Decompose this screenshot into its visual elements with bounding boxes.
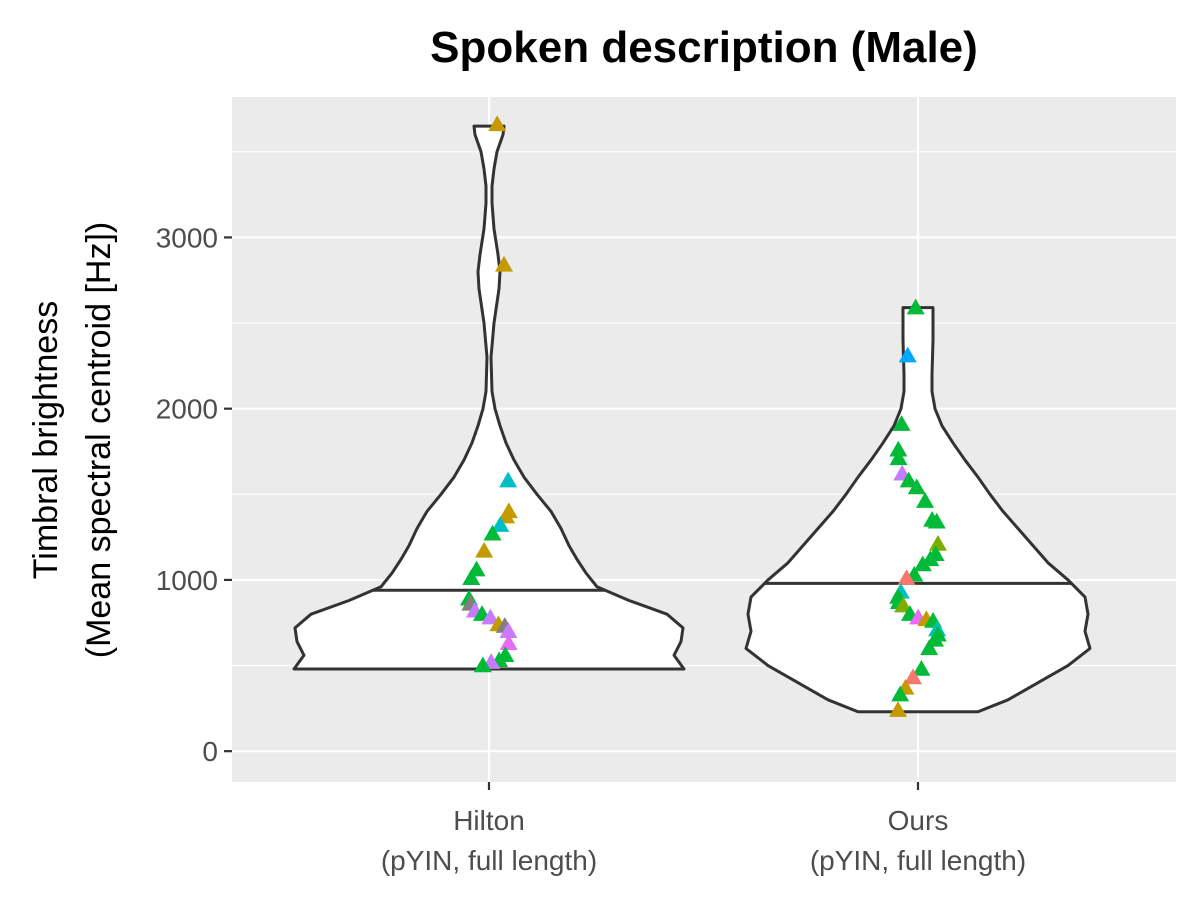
x-axis: Hilton (pYIN, full length) Ours (pYIN, full… [381, 782, 1026, 876]
data-point-hilton [475, 541, 494, 558]
data-point-ours [897, 569, 916, 585]
y-tick-label: 1000 [156, 565, 218, 596]
data-point-ours [906, 298, 925, 315]
chart-title: Spoken description (Male) [430, 23, 978, 72]
data-point-ours [907, 478, 926, 495]
y-axis: 0 1000 2000 3000 [156, 222, 232, 767]
y-axis-label-line-1: Timbral brightness [27, 301, 65, 579]
data-point-hilton [491, 516, 510, 532]
data-point-hilton [499, 634, 518, 651]
data-point-hilton [494, 255, 513, 272]
x-tick-label-hilton: (pYIN, full length) [381, 845, 597, 876]
data-point-ours [920, 639, 939, 656]
data-point-ours [916, 492, 935, 508]
data-point-ours [889, 701, 908, 717]
data-point-ours [894, 596, 913, 613]
data-point-ours [928, 534, 947, 551]
x-tick-label-ours: Ours [888, 805, 949, 836]
data-point-hilton [483, 524, 502, 541]
data-point-hilton [488, 115, 507, 132]
data-point-ours [892, 415, 911, 431]
y-tick-label: 0 [202, 736, 218, 767]
data-point-ours [889, 440, 908, 457]
violin-ours [744, 306, 1092, 714]
data-point-ours [927, 512, 946, 529]
violin-hilton [292, 124, 686, 671]
data-point-ours [903, 668, 922, 685]
y-tick-label: 2000 [156, 394, 218, 425]
data-point-hilton [499, 471, 518, 488]
data-points [460, 115, 947, 717]
y-tick-label: 3000 [156, 222, 218, 253]
violins [292, 124, 1092, 714]
data-point-hilton [473, 656, 492, 673]
data-point-ours [891, 685, 910, 702]
data-point-ours [898, 346, 917, 363]
data-point-ours [899, 471, 918, 488]
data-point-hilton [481, 608, 500, 625]
data-point-hilton [462, 569, 481, 585]
x-tick-label-hilton: Hilton [453, 805, 525, 836]
data-point-hilton [499, 622, 518, 639]
data-point-ours [912, 659, 931, 676]
data-point-ours [913, 555, 932, 572]
y-axis-label-line-2: (Mean spectral centroid [Hz]) [80, 222, 118, 659]
data-point-ours [889, 449, 908, 466]
x-tick-label-ours: (pYIN, full length) [810, 845, 1026, 876]
